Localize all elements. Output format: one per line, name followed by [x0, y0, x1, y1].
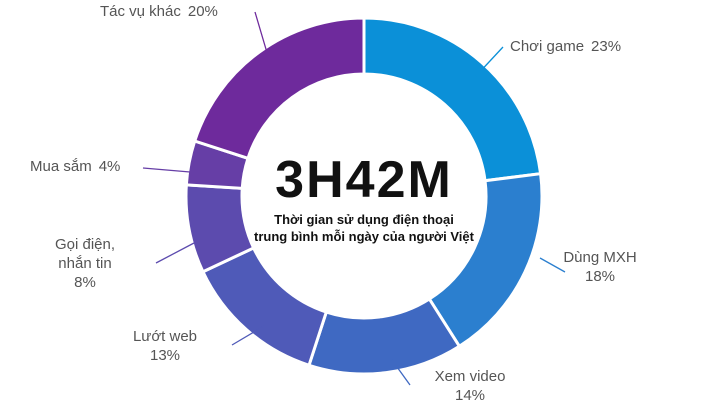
value-label: 8%	[74, 274, 96, 291]
segment-label: Gọi điện, nhắn tin 8%	[45, 235, 125, 292]
donut-segment	[192, 16, 366, 161]
value-label: 18%	[584, 268, 616, 285]
value-label: 23%	[591, 38, 622, 55]
category-label: Mua sắm	[30, 158, 92, 175]
value-label: 20%	[187, 3, 218, 20]
center-title: 3H42M	[275, 151, 453, 209]
category-label: Tác vụ khác	[100, 3, 181, 20]
value-label: 13%	[149, 347, 181, 364]
category-label: Chơi game	[510, 38, 585, 55]
category-label: Dùng MXH	[563, 249, 637, 266]
segment-label: Dùng MXH 18%	[555, 248, 645, 286]
segment-label: Tác vụ khác 20%	[100, 2, 280, 21]
segment-label: Chơi game 23%	[510, 37, 690, 56]
value-label: 14%	[454, 387, 486, 400]
leader-line	[539, 257, 566, 273]
subtitle-line: trung bình mỗi ngày của người Việt	[254, 229, 474, 244]
value-label: 4%	[98, 158, 121, 175]
segment-label: Mua sắm 4%	[30, 157, 180, 176]
center-subtitle: Thời gian sử dụng điện thoại trung bình …	[214, 211, 514, 245]
segment-label: Xem video 14%	[425, 367, 515, 400]
leader-line	[155, 242, 195, 264]
segment-label: Lướt web 13%	[120, 327, 210, 365]
category-label: Lướt web	[132, 328, 198, 345]
donut-segment	[200, 245, 329, 368]
leader-line	[391, 359, 411, 386]
subtitle-line: Thời gian sử dụng điện thoại	[274, 212, 454, 227]
leader-line	[254, 11, 269, 57]
leader-line	[231, 325, 265, 346]
category-label: Xem video	[434, 368, 506, 385]
category-label: Gọi điện, nhắn tin	[54, 236, 116, 272]
donut-segment	[307, 296, 462, 376]
leader-line	[475, 46, 504, 77]
leader-line	[142, 167, 191, 173]
